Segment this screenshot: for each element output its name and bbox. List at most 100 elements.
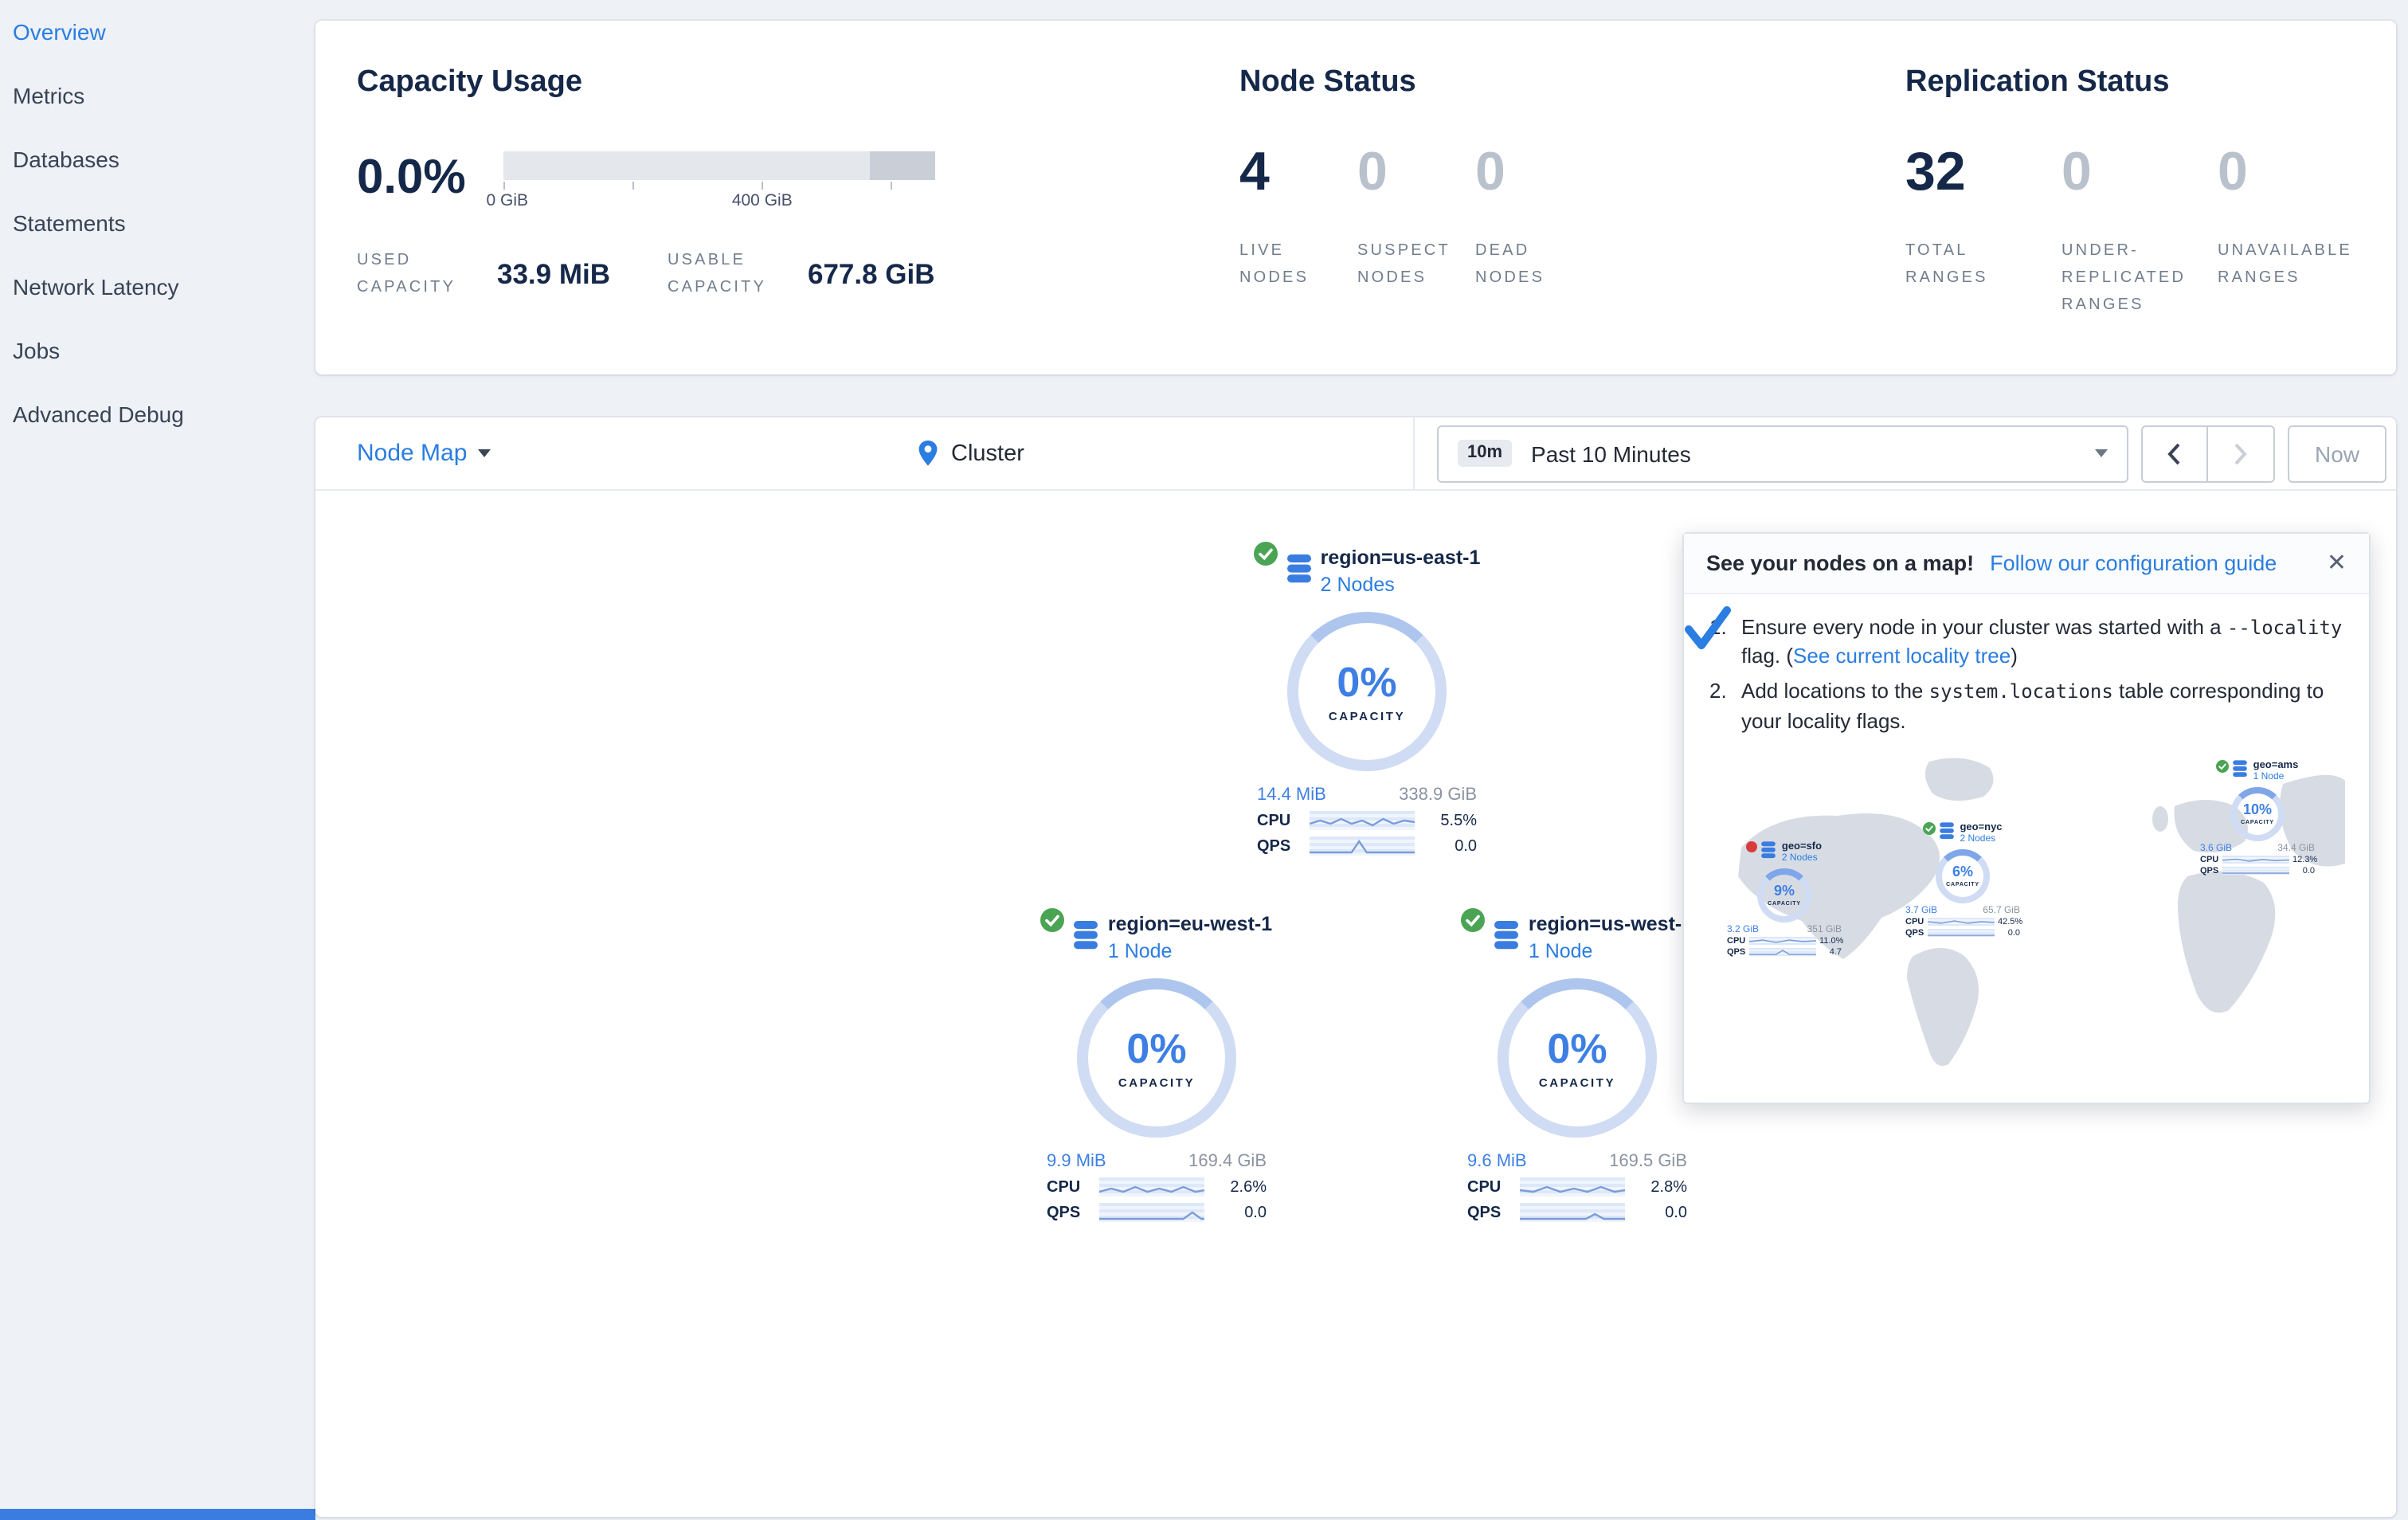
step-done-check-icon	[1685, 606, 1731, 649]
qps-sparkline	[1749, 948, 1816, 957]
under-replicated-label: UNDER-REPLICATED RANGES	[2061, 242, 2187, 314]
cpu-label: CPU	[1047, 1178, 1081, 1196]
node-used-capacity: 9.9 MiB	[1047, 1152, 1106, 1171]
cpu-label: CPU	[1257, 812, 1291, 829]
node-used-capacity: 9.6 MiB	[1467, 1152, 1527, 1171]
breadcrumb-cluster[interactable]: Cluster	[918, 440, 1024, 467]
used-capacity-stat: USED CAPACITY 33.9 MiB	[357, 247, 610, 301]
database-stack-icon	[2233, 759, 2248, 777]
region-node-us-east-1[interactable]: region=us-east-1 2 Nodes 0% CAPACITY 14.…	[1253, 542, 1481, 856]
capacity-donut-label: CAPACITY	[1538, 1075, 1616, 1089]
usable-capacity-label: USABLE CAPACITY	[668, 252, 767, 296]
qps-sparkline	[1520, 1203, 1625, 1222]
capacity-bar	[503, 151, 936, 180]
database-stack-icon	[1940, 821, 1955, 839]
example-region-name: geo=sfo	[1781, 840, 1823, 852]
region-name: region=us-west-1	[1528, 913, 1693, 935]
world-map-illustration	[1738, 758, 2345, 1066]
warning-badge-icon	[1746, 840, 1758, 852]
example-region-name: geo=nyc	[1960, 821, 2003, 833]
configuration-guide-link[interactable]: Follow our configuration guide	[1990, 551, 2277, 575]
node-total-capacity: 169.5 GiB	[1609, 1152, 1687, 1171]
example-node-map-image: geo=sfo 2 Nodes 9% CAPACITY 3.2 GiB 351 …	[1709, 751, 2345, 1080]
healthy-check-icon	[1923, 821, 1936, 835]
node-count-link[interactable]: 2 Nodes	[1320, 574, 1395, 596]
sidebar-item-metrics[interactable]: Metrics	[13, 83, 85, 108]
database-stack-icon	[1762, 840, 1776, 858]
example-node-ams: geo=ams 1 Node 10% CAPACITY 3.6 GiB 34.4	[2200, 759, 2318, 876]
cluster-summary-card: Capacity Usage 0.0% 0 GiB 400 GiB	[315, 21, 2396, 374]
example-capacity-donut: 10% CAPACITY	[2230, 786, 2285, 841]
node-count-link[interactable]: 1 Node	[1528, 940, 1593, 962]
unavailable-ranges-value: 0	[2218, 142, 2248, 202]
example-region-name: geo=ams	[2253, 759, 2299, 771]
node-status-title: Node Status	[1239, 65, 1416, 99]
next-time-button[interactable]	[2207, 425, 2275, 482]
capacity-donut-label: CAPACITY	[1328, 708, 1406, 723]
step-text: Ensure every node in your cluster was st…	[1741, 615, 2343, 668]
setup-step-2: 2. Add locations to the system.locations…	[1709, 678, 2343, 736]
capacity-bar-reserved-segment	[870, 151, 936, 180]
suspect-nodes-value: 0	[1357, 142, 1388, 202]
sidebar-item-statements[interactable]: Statements	[13, 210, 126, 236]
capacity-donut-percent: 0%	[1547, 1024, 1607, 1071]
time-range-badge: 10m	[1457, 440, 1513, 467]
under-replicated-value: 0	[2061, 142, 2092, 202]
capacity-tick-400: 400 GiB	[731, 191, 793, 210]
sidebar-item-databases[interactable]: Databases	[13, 147, 119, 172]
cpu-sparkline	[1520, 1177, 1625, 1197]
live-nodes-value: 4	[1239, 142, 1270, 202]
chevron-down-icon	[478, 449, 491, 457]
region-node-eu-west-1[interactable]: region=eu-west-1 1 Node 0% CAPACITY 9.9 …	[1040, 908, 1272, 1222]
qps-sparkline	[2222, 867, 2289, 876]
region-node-us-west-1[interactable]: region=us-west-1 1 Node 0% CAPACITY 9.6 …	[1461, 908, 1693, 1222]
breadcrumb-label: Cluster	[951, 441, 1024, 466]
qps-label: QPS	[1047, 1204, 1081, 1221]
view-selector-dropdown[interactable]: Node Map	[357, 440, 491, 467]
close-icon[interactable]: ✕	[2326, 550, 2347, 577]
cpu-value: 2.8%	[1650, 1178, 1687, 1196]
now-button[interactable]: Now	[2287, 425, 2386, 482]
step-text: Add locations to the system.locations ta…	[1741, 679, 2324, 733]
suspect-nodes-stat: 0 SUSPECT NODES	[1357, 145, 1450, 292]
sidebar-item-jobs[interactable]: Jobs	[13, 338, 61, 363]
locality-tree-link[interactable]: See current locality tree	[1793, 644, 2011, 668]
chevron-down-icon	[2094, 449, 2108, 457]
qps-sparkline	[1928, 929, 1995, 938]
time-range-dropdown[interactable]: 10m Past 10 Minutes	[1436, 425, 2128, 482]
cpu-sparkline	[2222, 856, 2289, 864]
total-ranges-stat: 32 TOTAL RANGES	[1905, 145, 2046, 319]
sidebar-bottom-strip	[0, 1509, 315, 1520]
previous-time-button[interactable]	[2140, 425, 2208, 482]
live-nodes-label: LIVE NODES	[1239, 242, 1310, 287]
replication-status-title: Replication Status	[1905, 65, 2170, 99]
node-count-link[interactable]: 1 Node	[1107, 940, 1173, 962]
unavailable-ranges-label: UNAVAILABLE RANGES	[2218, 242, 2352, 287]
cpu-value: 2.6%	[1230, 1178, 1267, 1196]
popover-title: See your nodes on a map!	[1706, 551, 1975, 575]
setup-step-1: 1. Ensure every node in your cluster was…	[1709, 613, 2343, 672]
capacity-donut-label: CAPACITY	[1118, 1075, 1196, 1089]
region-name: region=us-east-1	[1320, 546, 1481, 569]
total-ranges-label: TOTAL RANGES	[1905, 242, 1988, 287]
system-locations-code: system.locations	[1928, 680, 2113, 703]
capacity-usage-title: Capacity Usage	[357, 65, 583, 99]
dead-nodes-stat: 0 DEAD NODES	[1475, 145, 1568, 292]
usable-capacity-value: 677.8 GiB	[808, 257, 935, 289]
node-map-toolbar: Node Map Cluster 10m Past 10 Minutes	[315, 417, 2396, 491]
cpu-sparkline	[1928, 918, 1995, 926]
example-node-count: 2 Nodes	[1781, 853, 1818, 864]
capacity-tick-0: 0 GiB	[486, 191, 529, 210]
capacity-donut: 0% CAPACITY	[1287, 612, 1447, 771]
sidebar-item-overview[interactable]: Overview	[13, 19, 106, 45]
example-node-count: 1 Node	[2253, 772, 2285, 782]
sidebar-item-advanced-debug[interactable]: Advanced Debug	[13, 402, 184, 427]
sidebar-item-network-latency[interactable]: Network Latency	[13, 274, 179, 300]
capacity-donut-percent: 0%	[1337, 657, 1397, 705]
time-range-label: Past 10 Minutes	[1531, 441, 1691, 466]
example-capacity-donut: 6% CAPACITY	[1936, 848, 1990, 903]
qps-value: 0.0	[1455, 837, 1477, 855]
database-stack-icon	[1494, 921, 1519, 950]
qps-sparkline	[1099, 1203, 1204, 1222]
